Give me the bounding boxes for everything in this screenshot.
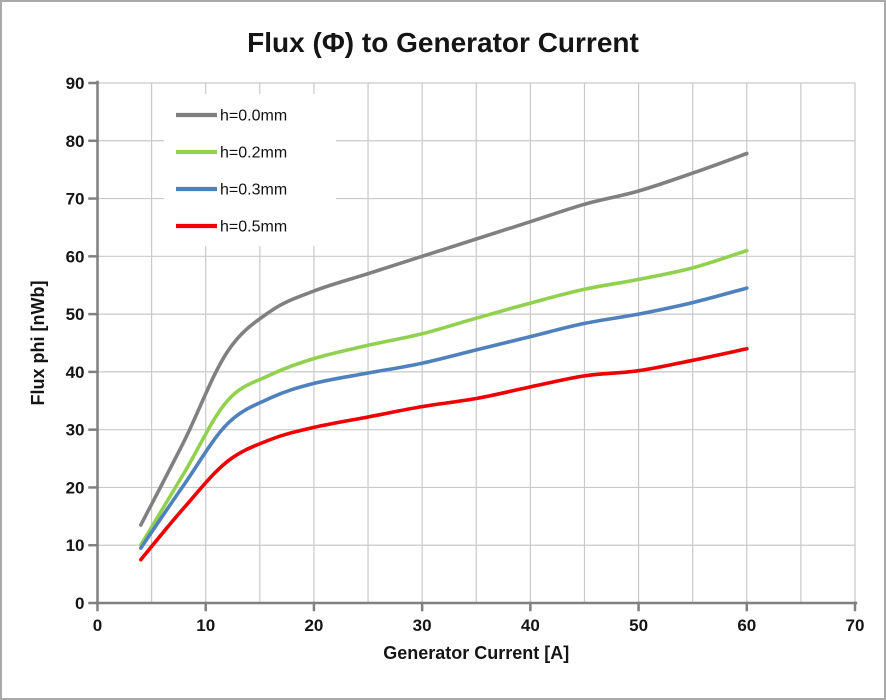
legend-background xyxy=(164,94,336,246)
y-tick-label: 80 xyxy=(66,132,85,151)
x-axis-title: Generator Current [A] xyxy=(383,643,569,663)
series-line-h=0.5mm xyxy=(139,347,749,562)
x-tick-label: 20 xyxy=(304,616,323,635)
y-tick-label: 20 xyxy=(66,478,85,497)
gridlines xyxy=(97,82,856,603)
axes xyxy=(88,80,858,612)
series-line-h=0.2mm xyxy=(139,248,749,547)
x-tick-label: 10 xyxy=(196,616,215,635)
tick-labels: 0 10 20 30 40 50 60 70 0 10 20 30 40 50 60 70 80 90 xyxy=(66,74,865,635)
y-tick-label: 70 xyxy=(66,190,85,209)
x-tick-label: 50 xyxy=(629,616,648,635)
legend-label: h=0.3mm xyxy=(220,182,287,199)
x-tick-label: 70 xyxy=(846,616,865,635)
y-tick-label: 50 xyxy=(66,305,85,324)
legend: h=0.0mm h=0.2mm h=0.3mm h=0.5mm xyxy=(164,94,336,246)
x-tick-label: 0 xyxy=(93,616,102,635)
y-axis-title: Flux phi [nWb] xyxy=(28,281,48,406)
chart-title: Flux (Φ) to Generator Current xyxy=(247,27,639,58)
series-line-h=0.0mm xyxy=(139,151,749,527)
y-tick-label: 30 xyxy=(66,421,85,440)
x-tick-label: 60 xyxy=(737,616,756,635)
legend-label: h=0.2mm xyxy=(220,145,287,162)
y-tick-label: 90 xyxy=(66,74,85,93)
legend-label: h=0.5mm xyxy=(220,219,287,236)
y-tick-label: 0 xyxy=(75,594,84,613)
series-line-h=0.3mm xyxy=(139,286,749,550)
legend-item: h=0.2mm xyxy=(176,145,287,162)
titles: Flux (Φ) to Generator Current Generator C… xyxy=(28,27,639,663)
y-tick-label: 60 xyxy=(66,247,85,266)
series-lines xyxy=(139,151,749,562)
x-tick-label: 30 xyxy=(413,616,432,635)
y-tick-label: 10 xyxy=(66,536,85,555)
legend-label: h=0.0mm xyxy=(220,108,287,125)
y-tick-label: 40 xyxy=(66,363,85,382)
legend-item: h=0.5mm xyxy=(176,219,287,236)
legend-item: h=0.0mm xyxy=(176,108,287,125)
x-tick-label: 40 xyxy=(521,616,540,635)
legend-item: h=0.3mm xyxy=(176,182,287,199)
